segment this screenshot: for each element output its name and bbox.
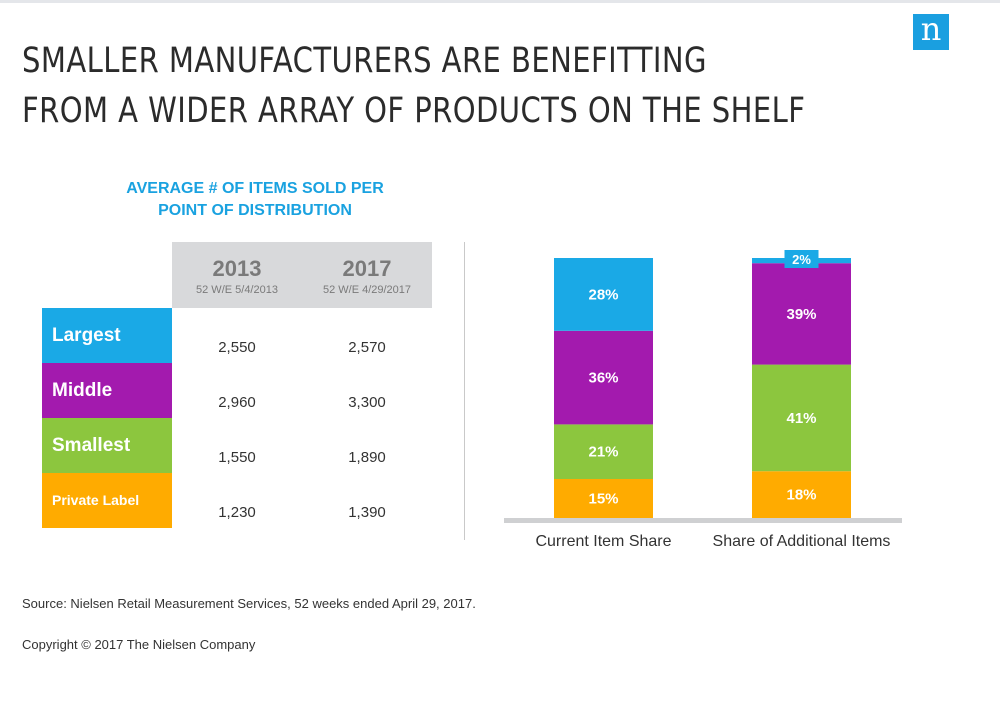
table-title: AVERAGE # OF ITEMS SOLD PER POINT OF DIS… <box>100 178 410 222</box>
column-year: 2013 <box>212 256 262 281</box>
cell-private-label-2013: 1,230 <box>218 504 256 521</box>
top-rule <box>0 0 1000 3</box>
cell-largest-2017: 2,570 <box>348 339 386 356</box>
data-label-middle-2: 39% <box>786 306 816 323</box>
data-label-smallest-1: 21% <box>588 444 618 461</box>
row-label-middle: Middle <box>42 363 172 418</box>
bar-segment-largest-1 <box>554 258 653 331</box>
cell-smallest-2017: 1,890 <box>348 449 386 466</box>
column-period: 52 W/E 5/4/2013 <box>196 284 278 296</box>
title-line-2: FROM A WIDER ARRAY OF PRODUCTS ON THE SH… <box>22 91 806 131</box>
bar-segment-private-label-2 <box>752 471 851 518</box>
chart-baseline <box>504 518 902 523</box>
section-divider <box>464 242 465 540</box>
cell-smallest-2013: 1,550 <box>218 449 256 466</box>
column-header-2013: 2013 52 W/E 5/4/2013 <box>172 242 302 308</box>
category-label-1: Current Item Share <box>535 533 671 550</box>
data-label-private-label-2: 18% <box>786 487 816 504</box>
bar-segment-smallest-1 <box>554 424 653 479</box>
row-label-private-label: Private Label <box>42 473 172 528</box>
bar-segment-smallest-2 <box>752 364 851 472</box>
bar-segment-private-label-1 <box>554 479 653 518</box>
data-label-box-largest-2 <box>784 250 819 268</box>
cell-middle-2017: 3,300 <box>348 394 386 411</box>
column-header-2017: 2017 52 W/E 4/29/2017 <box>302 242 432 308</box>
cell-middle-2013: 2,960 <box>218 394 256 411</box>
table-title-line-2: POINT OF DISTRIBUTION <box>158 202 352 219</box>
bar-segment-middle-1 <box>554 330 653 425</box>
bar-segment-middle-2 <box>752 263 851 365</box>
data-label-private-label-1: 15% <box>588 491 618 508</box>
page-title: SMALLER MANUFACTURERS ARE BENEFITTING FR… <box>22 36 806 136</box>
cell-largest-2013: 2,550 <box>218 339 256 356</box>
row-label-largest: Largest <box>42 308 172 363</box>
cell-private-label-2017: 1,390 <box>348 504 386 521</box>
copyright-note: Copyright © 2017 The Nielsen Company <box>22 637 256 652</box>
column-year: 2017 <box>342 256 392 281</box>
table-title-line-1: AVERAGE # OF ITEMS SOLD PER <box>126 180 384 197</box>
title-line-1: SMALLER MANUFACTURERS ARE BENEFITTING <box>22 41 707 81</box>
column-period: 52 W/E 4/29/2017 <box>322 284 412 296</box>
data-label-largest-1: 28% <box>588 286 618 303</box>
data-label-middle-1: 36% <box>588 370 618 387</box>
data-label-largest-2: 2% <box>792 252 811 267</box>
source-note: Source: Nielsen Retail Measurement Servi… <box>22 596 476 611</box>
row-label-smallest: Smallest <box>42 418 172 473</box>
nielsen-logo: n <box>913 13 949 50</box>
category-label-2: Share of Additional Items <box>713 533 891 550</box>
data-label-smallest-2: 41% <box>786 410 816 427</box>
